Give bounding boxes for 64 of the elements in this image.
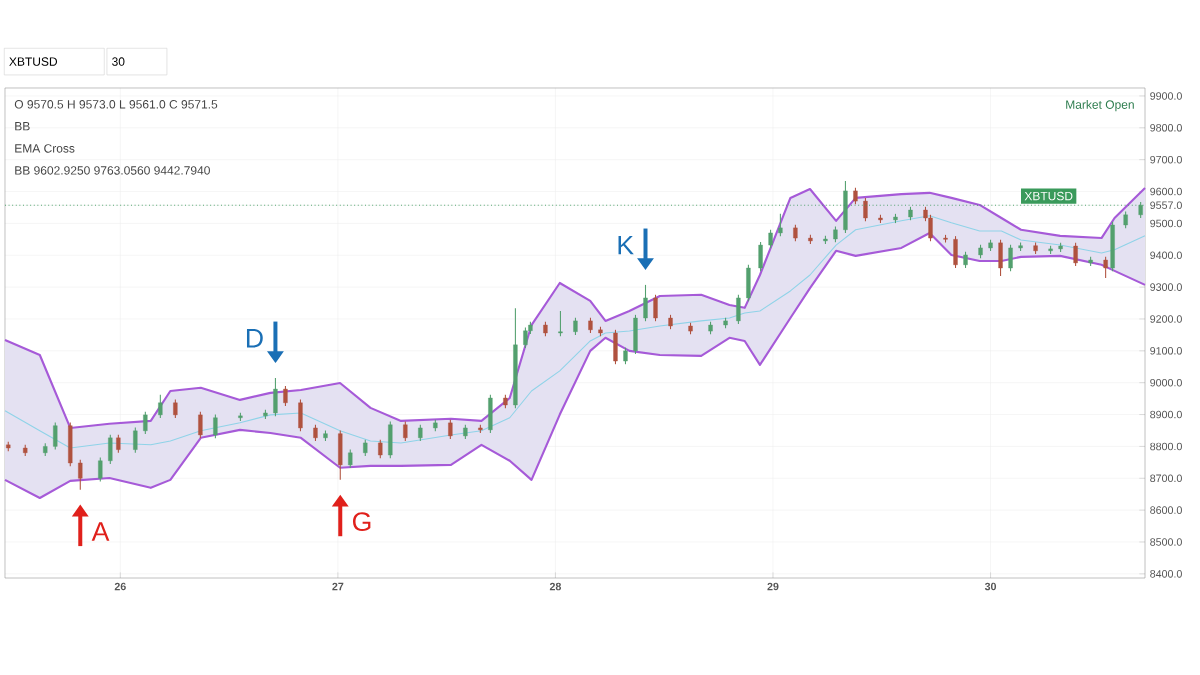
candlestick [198,411,203,439]
candlestick [98,457,103,482]
candlestick [133,427,138,454]
candlestick [653,294,658,322]
y-tick-label: 8900.0 [1150,410,1182,419]
candlestick [78,459,83,491]
candlestick [348,449,353,469]
candlestick [758,241,763,272]
candlestick [448,419,453,440]
candlestick [643,284,648,322]
candlestick [273,377,278,417]
candlestick [736,294,741,325]
candlestick [778,213,783,237]
candlestick [378,439,383,459]
candlestick [1103,256,1108,279]
y-tick-label: 8500.0 [1150,538,1182,546]
x-tick-label: 26 [114,582,126,591]
y-tick-label: 9000.0 [1150,378,1182,387]
candlestick [173,399,178,419]
x-tick-label: 27 [332,582,344,591]
y-tick-label: 9500.0 [1150,219,1182,228]
annotation: EMA Cross [15,144,75,153]
x-tick-label: 30 [984,582,997,591]
candlestick [283,385,288,407]
line-series [3,186,1147,430]
y-tick-label: 8400.0 [1150,570,1182,578]
candlestick [158,394,163,419]
y-tick-label: 9300.0 [1150,283,1182,291]
candlestick [863,197,868,222]
y-tick-label: 9700.0 [1150,155,1182,164]
y-tick-label: 8600.0 [1150,506,1182,514]
candlestick [108,434,113,465]
annotation: BB 9602.9250 9763.0560 9442.7940 [15,166,210,175]
candlestick [558,310,563,337]
y-tick-label: 8700.0 [1150,474,1182,483]
ref-line-label: XBTUSD [1024,191,1073,201]
chart-title: XBTUSD [9,57,58,66]
annotation: BB [15,122,30,131]
annotation: O 9570.5 H 9573.0 L 9561.0 C 9571.5 [14,100,218,109]
y-tick-label: 9100.0 [1150,347,1182,355]
annotation: A [91,522,110,541]
y-tick-label: 9800.0 [1150,124,1182,132]
chart-subtitle: 30 [112,57,125,66]
annotation: D [246,329,263,348]
annotation: G [352,512,371,532]
line-series [4,215,1146,449]
annotation: K [618,236,634,255]
y-tick-label: 9400.0 [1150,251,1182,260]
candlestick [116,434,121,454]
y-tick-label: 8800.0 [1150,442,1182,451]
x-tick-label: 28 [549,582,562,591]
x-tick-label: 29 [767,582,779,591]
candlestick [403,421,408,442]
annotation: Market Open [1066,100,1134,112]
y-tick-label: 9557.0 [1150,201,1182,210]
candlestick [143,411,148,435]
y-tick-label: 9600.0 [1150,187,1182,196]
y-tick-label: 9200.0 [1150,315,1182,323]
candlestick [213,414,218,439]
candlestick [1073,242,1078,267]
y-tick-label: 9900.0 [1150,92,1182,100]
candlestick [768,229,773,249]
candlestick [1008,244,1013,272]
candlestick [53,421,58,451]
